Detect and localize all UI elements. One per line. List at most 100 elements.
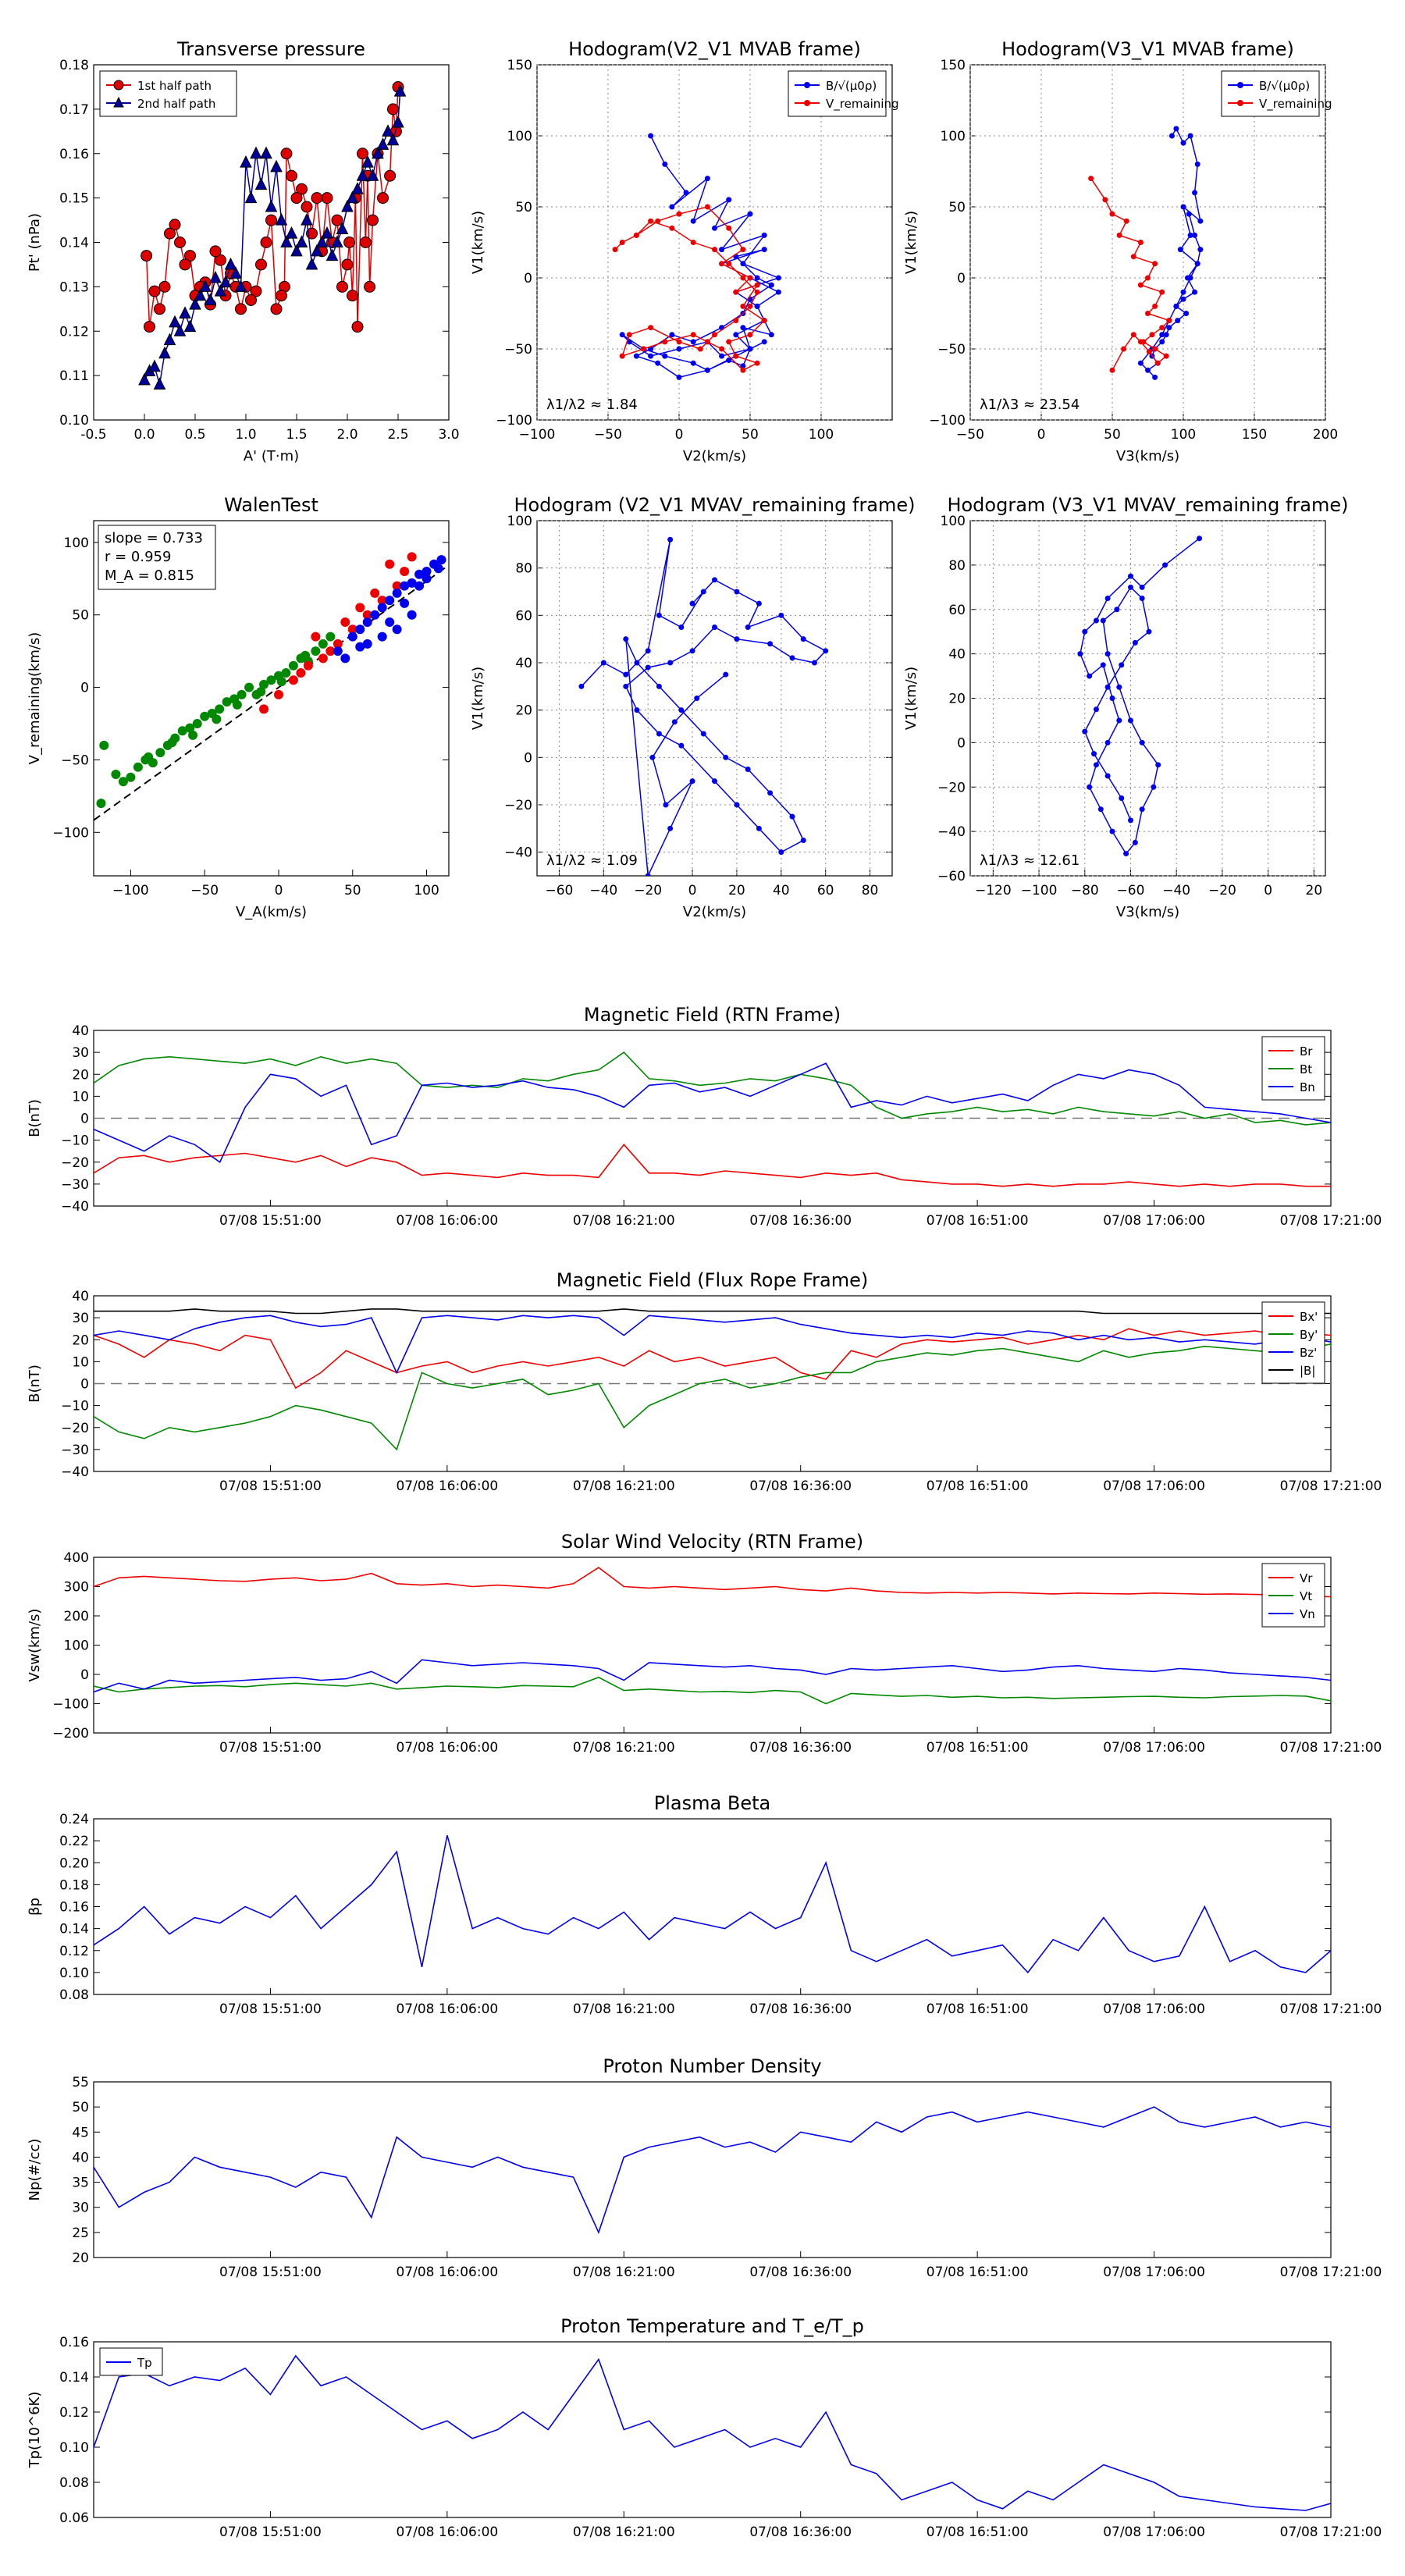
data-point <box>1145 311 1151 316</box>
data-point <box>1127 584 1133 590</box>
plot-area <box>1077 535 1203 857</box>
x-tick-label: 07/08 17:21:00 <box>1280 2001 1382 2017</box>
data-point <box>619 353 625 359</box>
data-point <box>1192 190 1198 196</box>
data-point <box>1104 596 1111 602</box>
data-point <box>179 306 191 318</box>
data-point <box>377 632 387 642</box>
plot-area <box>94 1051 1331 1187</box>
chart-title: Plasma Beta <box>654 1792 770 1814</box>
x-tick-label: -0.5 <box>80 427 106 443</box>
data-point <box>700 589 706 595</box>
data-point <box>633 232 639 238</box>
data-point <box>690 240 696 245</box>
data-point <box>667 660 674 666</box>
data-point <box>393 84 407 97</box>
data-point <box>209 245 222 258</box>
data-point <box>340 617 350 627</box>
data-point <box>726 358 732 364</box>
data-point <box>689 778 695 785</box>
data-point <box>384 169 397 182</box>
legend: B/√(μ0ρ) V_remaining <box>788 70 899 117</box>
data-point <box>662 353 668 359</box>
x-tick-label: 07/08 16:51:00 <box>927 2524 1029 2540</box>
y-tick-label: 0.11 <box>59 368 89 384</box>
data-point <box>303 660 313 671</box>
series-B/√(μ0ρ) <box>1137 126 1204 380</box>
series-line <box>94 1676 1331 1705</box>
data-point <box>689 648 695 654</box>
data-point <box>1109 696 1115 701</box>
y-tick-label: −60 <box>937 869 966 884</box>
data-point <box>733 318 739 324</box>
y-axis-label: Tp(10^6K) <box>27 2392 43 2469</box>
data-point <box>1180 204 1186 210</box>
data-point <box>387 103 399 116</box>
x-tick-label: 100 <box>1171 427 1196 443</box>
data-point <box>1116 232 1122 238</box>
data-point <box>634 660 640 666</box>
data-point <box>204 293 217 305</box>
data-point <box>340 653 350 664</box>
panel-bfr: Magnetic Field (Flux Rope Frame) −40 −30 −2… <box>27 1269 1382 1494</box>
data-point <box>719 353 725 359</box>
series-V <box>578 536 829 876</box>
data-point <box>1166 318 1172 324</box>
data-point <box>645 648 651 654</box>
x-tick-label: 07/08 16:36:00 <box>749 2001 852 2017</box>
data-point <box>1146 349 1152 355</box>
data-point <box>1194 161 1200 167</box>
x-tick-label: 80 <box>862 883 879 898</box>
data-point <box>1168 133 1175 139</box>
legend: 1st half path 2nd half path <box>99 70 237 117</box>
data-point <box>1149 332 1155 338</box>
data-point <box>678 624 685 630</box>
chart-title: Solar Wind Velocity (RTN Frame) <box>561 1531 863 1553</box>
x-axis: 07/08 15:51:00 07/08 16:06:00 07/08 16:21:… <box>219 1988 1382 2017</box>
y-tick-label: 40 <box>72 1023 89 1039</box>
y-axis: −200 −100 0 100 200 300 400 <box>52 1550 1331 1742</box>
eigenvalue-ratio: λ1/λ2 ≈ 1.84 <box>546 397 638 413</box>
y-tick-label: −40 <box>61 1464 89 1480</box>
data-point <box>734 636 740 642</box>
data-point <box>1104 684 1111 690</box>
data-point <box>1104 773 1111 779</box>
data-point <box>377 596 387 606</box>
data-point <box>733 353 739 359</box>
y-axis-label: Vsw(km/s) <box>27 1609 43 1682</box>
data-point <box>1180 289 1186 295</box>
chart-title: Transverse pressure <box>176 38 365 60</box>
data-point <box>811 660 817 666</box>
data-point <box>1121 346 1127 352</box>
x-tick-label: −100 <box>1021 883 1058 898</box>
y-tick-label: 35 <box>72 2176 89 2191</box>
data-point <box>244 190 258 204</box>
data-point <box>407 552 417 562</box>
y-tick-label: 0.14 <box>59 236 89 251</box>
series-Vn <box>94 1659 1331 1693</box>
data-point <box>800 838 806 843</box>
data-point <box>1151 784 1157 790</box>
data-point <box>414 569 425 579</box>
data-point <box>768 282 774 288</box>
data-point <box>1082 628 1088 635</box>
data-point <box>153 377 166 390</box>
data-point <box>321 226 333 239</box>
y-axis: 0.10 0.11 0.12 0.13 0.14 0.15 0.16 0.17 0.18 <box>59 58 449 429</box>
data-point <box>712 624 717 630</box>
data-point <box>144 752 154 762</box>
data-point <box>219 275 232 288</box>
series-line <box>581 539 827 876</box>
data-point <box>174 237 186 248</box>
data-point <box>1163 353 1169 359</box>
x-tick-label: 07/08 16:21:00 <box>573 1478 675 1494</box>
series-V <box>1077 535 1203 857</box>
data-point <box>1119 662 1125 668</box>
y-tick-label: 0.08 <box>59 1987 89 2003</box>
x-axis: −120 −100 −80 −60 −40 −20 0 20 <box>975 521 1322 898</box>
data-point <box>700 731 706 737</box>
data-point <box>311 632 321 642</box>
x-tick-label: −40 <box>589 883 617 898</box>
data-point <box>754 360 760 366</box>
chart-title: Magnetic Field (Flux Rope Frame) <box>557 1269 868 1291</box>
